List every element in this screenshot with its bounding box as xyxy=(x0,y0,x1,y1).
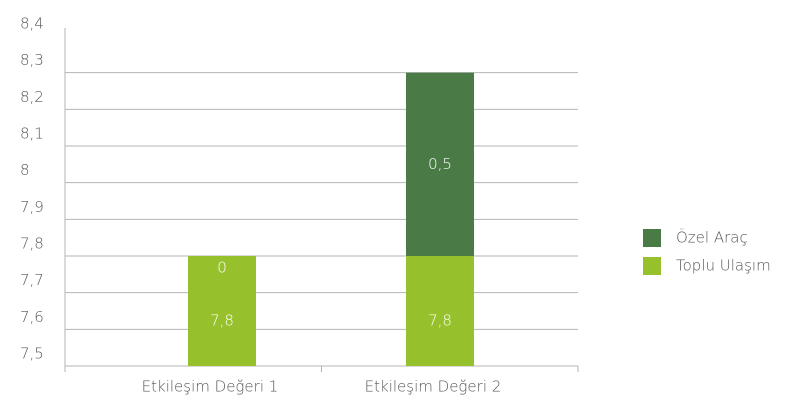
data-label: 0,5 xyxy=(428,155,452,173)
bar-segment xyxy=(406,256,474,366)
y-tick-label: 7,9 xyxy=(20,198,44,216)
y-tick-label: 7,8 xyxy=(20,235,44,253)
legend-label: Toplu Ulaşım xyxy=(676,257,771,275)
y-tick-label: 8,4 xyxy=(20,15,44,33)
data-label: 7,8 xyxy=(210,312,234,330)
legend-swatch xyxy=(643,229,661,247)
y-tick-label: 7,5 xyxy=(20,345,44,363)
x-tick-label: Etkileşim Değeri 1 xyxy=(142,378,279,396)
y-tick-label: 8,3 xyxy=(20,51,44,69)
x-tick-label: Etkileşim Değeri 2 xyxy=(365,378,502,396)
bar-segment xyxy=(188,256,256,366)
legend-label: Özel Araç xyxy=(676,228,748,247)
y-tick-label: 8,2 xyxy=(20,88,44,106)
bar-segment xyxy=(406,72,474,257)
y-tick-label: 8,1 xyxy=(20,125,44,143)
data-label: 7,8 xyxy=(428,312,452,330)
data-label: 0 xyxy=(217,259,227,277)
legend-swatch xyxy=(643,257,661,275)
y-tick-label: 7,6 xyxy=(20,308,44,326)
y-tick-label: 8 xyxy=(20,161,30,179)
y-tick-label: 7,7 xyxy=(20,271,44,289)
